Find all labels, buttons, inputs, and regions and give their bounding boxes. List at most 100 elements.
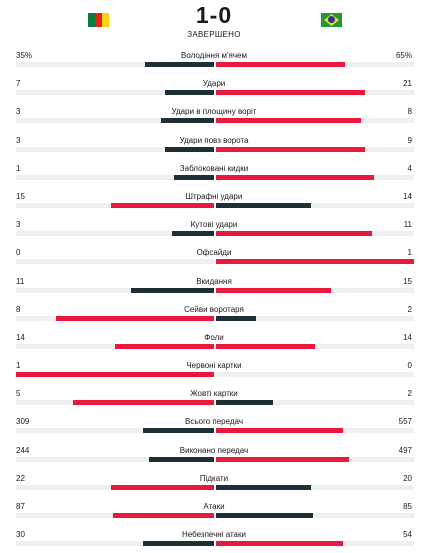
stat-row: 8 Сейви воротаря 2 (0, 300, 428, 328)
stat-home-bar-track (16, 456, 214, 462)
stat-away-value: 2 (407, 304, 412, 314)
stat-away-bar-track (216, 231, 414, 237)
stat-name: Червоні картки (186, 361, 242, 371)
stat-home-value: 5 (16, 389, 21, 399)
stat-home-bar-track (16, 118, 214, 124)
stat-row: 3 Удари в площину воріт 8 (0, 102, 428, 130)
stat-name: Штрафні удари (185, 191, 243, 201)
stat-name: Вкидання (196, 276, 232, 286)
stat-away-value: 85 (403, 502, 412, 511)
stat-away-bar-track (216, 287, 414, 293)
stat-home-bar (16, 372, 214, 378)
stat-away-bar (216, 259, 414, 265)
stat-name: Жовті картки (190, 389, 238, 399)
stat-away-value: 4 (407, 163, 412, 173)
stat-home-bar (174, 174, 214, 180)
stat-away-bar (216, 315, 256, 321)
stat-row: 11 Вкидання 15 (0, 272, 428, 300)
stat-home-bar (164, 146, 214, 152)
stat-away-bar-track (216, 428, 414, 434)
stat-name: Всього передач (185, 417, 243, 427)
stat-home-value: 309 (16, 417, 30, 427)
stat-row: 15 Штрафні удари 14 (0, 187, 428, 215)
stat-away-bar (216, 541, 343, 547)
stat-name: Атаки (203, 502, 225, 511)
stat-away-bar-track (216, 315, 414, 321)
stat-home-bar (130, 287, 214, 293)
stat-home-bar-track (16, 146, 214, 152)
stat-home-value: 0 (16, 248, 21, 258)
stat-home-bar-track (16, 202, 214, 208)
stat-home-value: 8 (16, 304, 21, 314)
stat-home-bar (73, 400, 214, 406)
stat-away-value: 21 (403, 79, 412, 89)
stat-away-bar (216, 90, 365, 96)
stat-name: Удари в площину воріт (171, 107, 257, 117)
stat-row: 30 Небезпечні атаки 54 (0, 525, 428, 553)
stat-away-value: 65% (395, 51, 412, 60)
stat-home-bar (160, 118, 214, 124)
stat-home-bar-track (16, 428, 214, 434)
stat-away-bar (216, 513, 314, 518)
stat-home-bar-track (16, 287, 214, 293)
stat-away-value: 2 (407, 389, 412, 399)
stat-away-bar-track (216, 146, 414, 152)
stat-home-bar-track (16, 484, 214, 490)
stat-home-bar-track (16, 400, 214, 406)
stat-name: Удари повз ворота (179, 135, 249, 145)
stat-away-bar-track (216, 118, 414, 124)
stat-home-value: 244 (16, 445, 30, 455)
stat-away-bar (216, 118, 361, 124)
stat-home-value: 1 (16, 361, 21, 371)
stat-home-value: 7 (16, 79, 21, 89)
stat-home-bar-track (16, 174, 214, 180)
stat-away-bar (216, 174, 375, 180)
stat-away-value: 9 (407, 135, 412, 145)
stat-away-bar (216, 287, 331, 293)
stat-away-bar (216, 343, 315, 349)
stat-away-bar-track (216, 259, 414, 265)
stat-away-bar (216, 456, 349, 462)
stat-away-bar-track (216, 456, 414, 462)
stat-row: 14 Фоли 14 (0, 328, 428, 356)
brazil-flag-icon (321, 13, 342, 27)
stat-home-bar (172, 231, 214, 237)
stat-away-value: 54 (403, 530, 412, 540)
stat-home-bar (148, 456, 214, 462)
stat-away-bar-track (216, 90, 414, 96)
stat-home-value: 3 (16, 107, 21, 117)
stat-row: 3 Кутові удари 11 (0, 215, 428, 243)
stat-away-value: 497 (398, 445, 412, 455)
stat-home-value: 3 (16, 135, 21, 145)
stat-home-value: 35% (16, 51, 33, 60)
stat-away-bar (216, 428, 343, 434)
stat-home-bar (113, 513, 214, 518)
stat-away-bar-track (216, 62, 414, 67)
stat-name: Заблоковані кидки (179, 163, 249, 173)
stat-home-bar-track (16, 372, 214, 378)
stat-home-bar (142, 428, 214, 434)
stat-row: 1 Червоні картки 0 (0, 356, 428, 384)
stat-row: 309 Всього передач 557 (0, 412, 428, 440)
stat-away-bar-track (216, 484, 414, 490)
stat-home-value: 1 (16, 163, 21, 173)
stat-row: 35% Володіння м'ячем 65% (0, 46, 428, 74)
stat-away-bar-track (216, 343, 414, 349)
stat-away-bar-track (216, 174, 414, 180)
stat-home-value: 87 (16, 502, 25, 511)
stat-home-value: 15 (16, 191, 25, 201)
stat-away-bar-track (216, 541, 414, 547)
stat-row: 0 Офсайди 1 (0, 243, 428, 271)
stat-home-bar-track (16, 541, 214, 547)
match-score: 1-0 (195, 2, 233, 28)
stat-name: Володіння м'ячем (181, 51, 247, 60)
stat-name: Удари (202, 79, 226, 89)
stat-away-value: 11 (403, 220, 412, 230)
stat-home-value: 14 (16, 332, 25, 342)
stat-home-value: 3 (16, 220, 21, 230)
stat-home-bar-track (16, 343, 214, 349)
stat-away-bar-track (216, 513, 414, 518)
stats-list: 35% Володіння м'ячем 65% 7 Удари 21 3 Удари в п… (0, 46, 428, 553)
stat-home-bar (142, 541, 214, 547)
stat-name: Кутові удари (190, 220, 238, 230)
